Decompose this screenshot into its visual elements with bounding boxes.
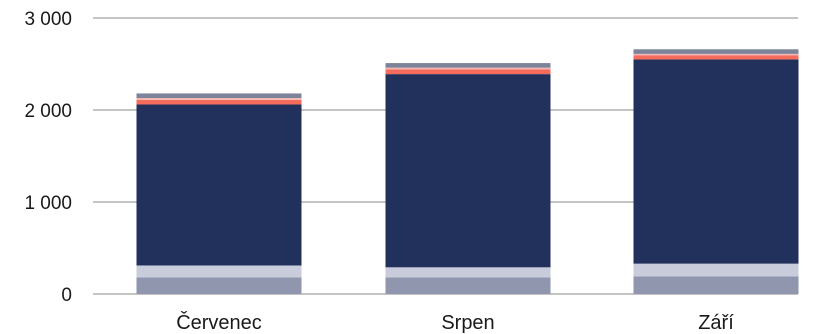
y-axis-tick-labels: 0 1 000 2 000 3 000: [24, 9, 72, 306]
x-axis-category-labels: Červenec Srpen Září: [176, 311, 734, 334]
bar-segment-s5-c2: [633, 49, 799, 54]
bar-segment-s4-c1: [385, 67, 551, 70]
bar-segment-s0-c2: [633, 276, 799, 294]
bar-segment-s5-c1: [385, 63, 551, 68]
bar-segment-s5-c0: [136, 93, 302, 99]
bars: [136, 49, 799, 294]
bar-segment-s3-c2: [633, 55, 799, 60]
bar-stack-2: [633, 49, 799, 294]
bar-segment-s4-c2: [633, 53, 799, 56]
y-tick-label: 1 000: [24, 193, 72, 214]
bar-segment-s2-c0: [136, 104, 302, 266]
bar-segment-s3-c0: [136, 99, 302, 105]
bar-segment-s0-c1: [385, 277, 551, 294]
y-tick-label: 0: [61, 285, 72, 306]
bar-segment-s1-c0: [136, 265, 302, 278]
x-category-label: Září: [698, 312, 734, 334]
bar-segment-s4-c0: [136, 98, 302, 100]
bar-segment-s0-c0: [136, 277, 302, 294]
bar-segment-s1-c1: [385, 267, 551, 278]
y-tick-label: 2 000: [24, 101, 72, 122]
bar-segment-s1-c2: [633, 263, 799, 277]
y-tick-label: 3 000: [24, 9, 72, 30]
bar-stack-1: [385, 63, 551, 294]
x-category-label: Červenec: [176, 311, 262, 334]
bar-segment-s3-c1: [385, 69, 551, 75]
bar-stack-0: [136, 93, 302, 294]
x-category-label: Srpen: [441, 312, 494, 334]
bar-segment-s2-c2: [633, 59, 799, 264]
bar-segment-s2-c1: [385, 74, 551, 268]
